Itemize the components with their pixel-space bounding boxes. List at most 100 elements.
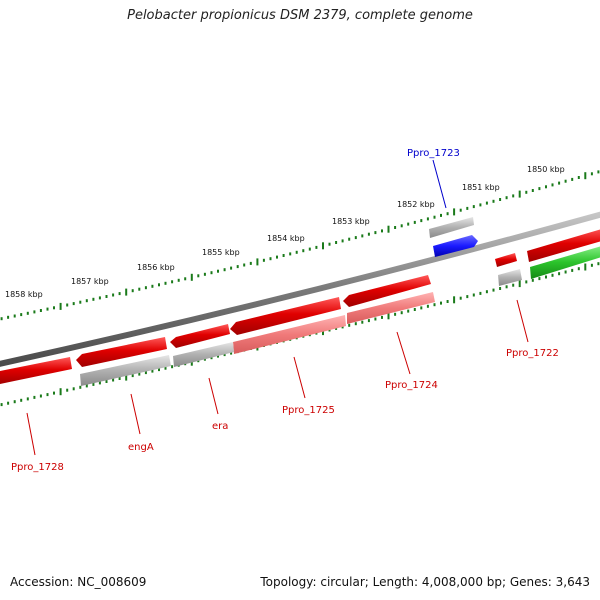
gene-ppro-1725-rrna[interactable] <box>233 315 346 354</box>
leader-ppro-1725 <box>293 356 306 399</box>
label-ppro-1723[interactable]: Ppro_1723 <box>407 148 460 159</box>
gene-ppro-1728[interactable] <box>0 357 72 385</box>
inner-tick-64 <box>413 308 416 311</box>
inner-tick-26 <box>164 366 167 370</box>
inner-tick-87 <box>564 270 567 274</box>
inner-tick-78 <box>505 285 508 289</box>
outer-tick-43 <box>276 255 278 259</box>
inner-tick-84 <box>545 275 547 279</box>
outer-tick-88 <box>571 177 574 181</box>
outer-tick-48 <box>308 247 311 251</box>
outer-tick-64 <box>413 220 416 224</box>
outer-tick-32 <box>203 272 206 276</box>
map-title: Pelobacter propionicus DSM 2379, complet… <box>127 8 473 23</box>
inner-tick-86 <box>558 272 561 276</box>
gene-enga[interactable] <box>76 337 167 367</box>
gene-ppro-1725[interactable] <box>230 297 341 335</box>
label-ppro-1728[interactable]: Ppro_1728 <box>11 462 64 473</box>
outer-tick-56 <box>361 234 364 238</box>
scale-label-1856: 1856 kbp <box>137 263 175 272</box>
label-ppro-1724[interactable]: Ppro_1724 <box>385 380 438 391</box>
gene-ppro-1722-green[interactable] <box>530 245 600 279</box>
outer-tick-57 <box>367 232 370 236</box>
scale-label-1858: 1858 kbp <box>5 290 43 299</box>
gene-ppro-1722-noncoding[interactable] <box>498 269 522 286</box>
outer-tick-26 <box>164 281 167 285</box>
inner-tick-36 <box>230 351 233 355</box>
inner-tick-80 <box>518 280 521 288</box>
gene-features <box>0 217 600 386</box>
outer-tick-25 <box>158 283 160 287</box>
outer-tick-31 <box>197 274 200 278</box>
inner-tick-21 <box>131 374 134 378</box>
label-ppro-1725[interactable]: Ppro_1725 <box>282 405 335 416</box>
gene-ppro-1722-b[interactable] <box>527 228 600 262</box>
inner-tick-22 <box>138 372 141 376</box>
outer-tick-47 <box>302 249 305 253</box>
outer-tick-82 <box>531 189 534 192</box>
outer-tick-8 <box>46 307 49 311</box>
gene-ppro-1722-a[interactable] <box>495 253 517 267</box>
outer-tick-19 <box>118 292 121 296</box>
outer-tick-79 <box>512 194 515 198</box>
outer-tick-92 <box>597 170 600 174</box>
inner-tick-67 <box>433 303 436 307</box>
gene-ppro-1724[interactable] <box>343 275 431 307</box>
outer-tick-1 <box>0 317 3 321</box>
inner-tick-6 <box>33 395 36 399</box>
label-enga[interactable]: engA <box>128 442 154 453</box>
inner-tick-4 <box>20 398 23 402</box>
inner-tick-75 <box>485 290 488 294</box>
outer-tick-78 <box>505 196 508 200</box>
inner-tick-19 <box>118 377 121 380</box>
outer-tick-60 <box>387 225 390 233</box>
inner-tick-35 <box>223 353 226 357</box>
inner-tick-59 <box>381 315 383 319</box>
outer-tick-44 <box>282 254 285 257</box>
inner-tick-63 <box>407 309 410 313</box>
gene-ppro-1723-noncoding[interactable] <box>429 217 474 238</box>
gene-era[interactable] <box>170 324 230 348</box>
gene-enga-noncoding[interactable] <box>80 355 171 386</box>
outer-tick-80 <box>518 190 521 198</box>
outer-tick-40 <box>256 258 259 266</box>
outer-tick-72 <box>466 206 469 210</box>
outer-tick-9 <box>53 306 55 310</box>
outer-tick-74 <box>479 203 482 207</box>
outer-tick-73 <box>472 205 475 209</box>
outer-tick-29 <box>184 277 187 281</box>
inner-tick-1 <box>0 403 3 407</box>
inner-tick-81 <box>525 280 528 284</box>
gene-ppro-1724-rrna[interactable] <box>347 292 435 324</box>
label-era[interactable]: era <box>212 421 228 432</box>
inner-tick-79 <box>512 283 515 287</box>
outer-tick-2 <box>7 315 10 319</box>
gene-era-noncoding[interactable] <box>173 342 234 367</box>
outer-tick-87 <box>564 179 567 183</box>
outer-tick-12 <box>72 302 75 306</box>
outer-tick-41 <box>262 258 265 262</box>
inner-tick-83 <box>538 277 541 281</box>
outer-tick-36 <box>230 266 233 270</box>
gene-ppro-1723[interactable] <box>433 235 478 257</box>
outer-tick-85 <box>551 183 554 187</box>
scale-label-1854: 1854 kbp <box>267 234 305 243</box>
outer-tick-5 <box>26 311 29 315</box>
inner-tick-34 <box>217 354 219 358</box>
inner-tick-13 <box>79 385 82 389</box>
outer-tick-33 <box>210 271 213 275</box>
inner-tick-68 <box>440 301 442 305</box>
label-ppro-1722[interactable]: Ppro_1722 <box>506 348 559 359</box>
genome-backbone <box>0 211 600 367</box>
inner-tick-62 <box>400 311 403 315</box>
inner-tick-60 <box>387 312 390 320</box>
inner-tick-8 <box>46 393 49 397</box>
leader-enga <box>130 393 141 435</box>
outer-tick-75 <box>485 201 488 205</box>
inner-tick-76 <box>492 288 495 292</box>
label-leaders <box>26 159 529 456</box>
inner-tick-69 <box>446 300 449 303</box>
outer-tick-17 <box>105 295 108 298</box>
outer-tick-14 <box>85 299 88 303</box>
